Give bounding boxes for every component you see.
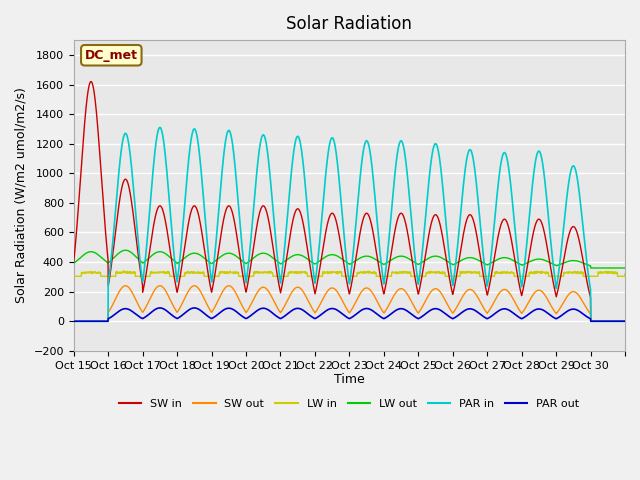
Legend: SW in, SW out, LW in, LW out, PAR in, PAR out: SW in, SW out, LW in, LW out, PAR in, PA… [115, 395, 584, 414]
Text: DC_met: DC_met [85, 49, 138, 62]
X-axis label: Time: Time [334, 373, 365, 386]
Title: Solar Radiation: Solar Radiation [287, 15, 412, 33]
Y-axis label: Solar Radiation (W/m2 umol/m2/s): Solar Radiation (W/m2 umol/m2/s) [15, 87, 28, 303]
